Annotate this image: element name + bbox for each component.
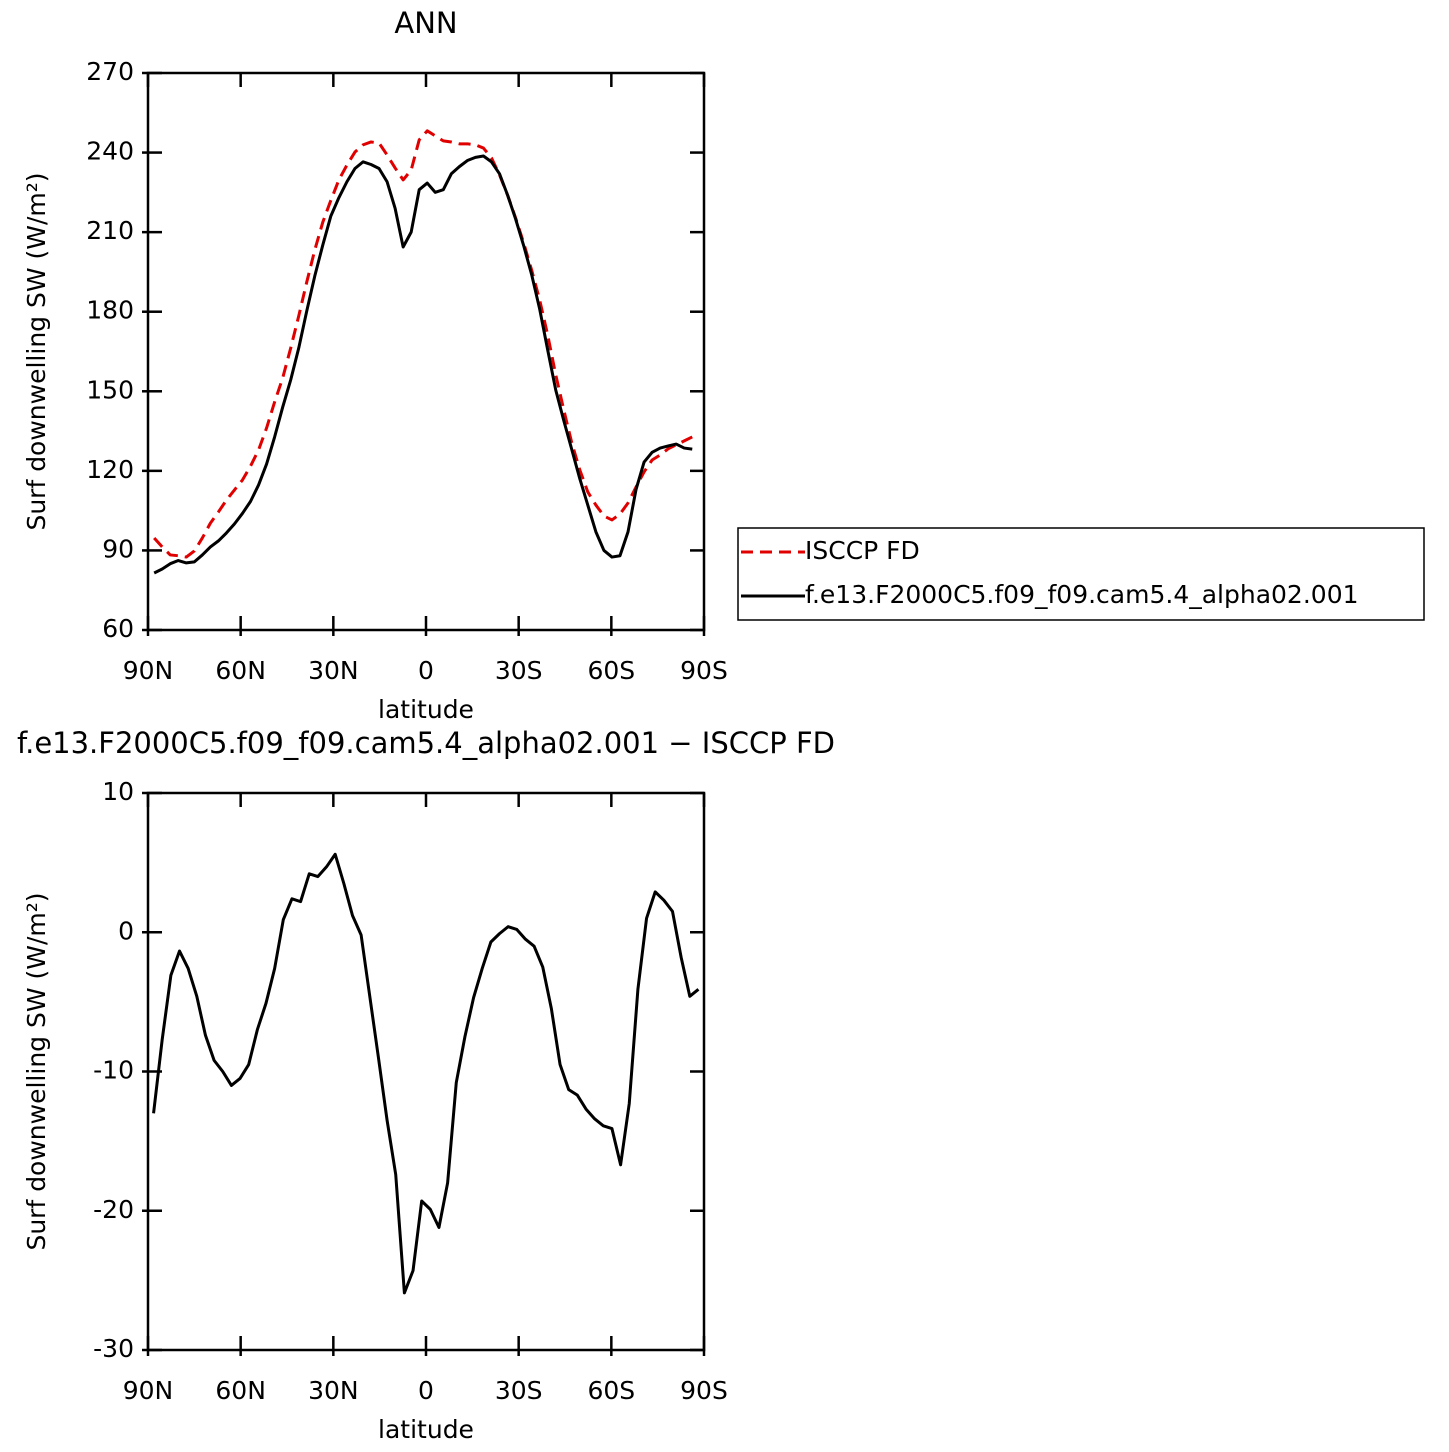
legend-box [737, 527, 1425, 621]
data-line [153, 129, 693, 559]
x-axis-label: latitude [378, 1415, 474, 1444]
x-tick-label: 90S [680, 1376, 728, 1405]
plot-frame [146, 791, 706, 1352]
y-tick-label: 0 [118, 916, 134, 945]
x-tick-label: 30S [495, 656, 543, 685]
x-tick-label: 90S [680, 656, 728, 685]
data-line [152, 852, 700, 1295]
data-line [153, 154, 693, 575]
y-tick-label: 150 [86, 375, 134, 404]
legend-label: ISCCP FD [805, 536, 920, 565]
y-tick-label: 210 [86, 216, 134, 245]
y-tick-label: 120 [86, 455, 134, 484]
y-axis-label: Surf downwelling SW (W/m²) [22, 172, 51, 530]
chart-title: ANN [394, 6, 457, 40]
x-tick-label: 30S [495, 1376, 543, 1405]
x-tick-label: 90N [123, 656, 174, 685]
x-tick-label: 0 [418, 1376, 434, 1405]
x-tick-label: 30N [308, 1376, 359, 1405]
plot-frame [146, 71, 706, 632]
x-tick-label: 90N [123, 1376, 174, 1405]
y-tick-label: 240 [86, 137, 134, 166]
x-tick-label: 0 [418, 656, 434, 685]
y-tick-label: -20 [93, 1195, 134, 1224]
x-tick-label: 60S [587, 1376, 635, 1405]
x-tick-label: 60S [587, 656, 635, 685]
y-tick-label: 270 [86, 57, 134, 86]
legend-label: f.e13.F2000C5.f09_f09.cam5.4_alpha02.001 [805, 580, 1359, 609]
chart-title: f.e13.F2000C5.f09_f09.cam5.4_alpha02.001… [17, 726, 835, 760]
x-tick-label: 60N [215, 1376, 266, 1405]
y-tick-label: 180 [86, 296, 134, 325]
y-tick-label: -30 [93, 1334, 134, 1363]
y-axis-label: Surf downwelling SW (W/m²) [22, 892, 51, 1250]
y-tick-label: 90 [102, 534, 134, 563]
x-tick-label: 30N [308, 656, 359, 685]
y-tick-label: -10 [93, 1056, 134, 1085]
y-tick-label: 10 [102, 777, 134, 806]
x-tick-label: 60N [215, 656, 266, 685]
y-tick-label: 60 [102, 614, 134, 643]
x-axis-label: latitude [378, 695, 474, 724]
